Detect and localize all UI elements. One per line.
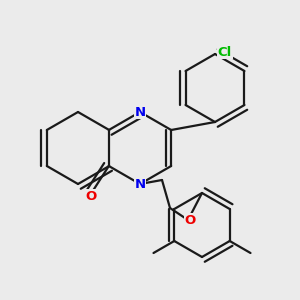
Text: N: N — [134, 106, 146, 118]
Text: Cl: Cl — [218, 46, 232, 59]
Text: O: O — [85, 190, 96, 202]
Text: N: N — [134, 178, 146, 190]
Text: O: O — [184, 214, 196, 226]
